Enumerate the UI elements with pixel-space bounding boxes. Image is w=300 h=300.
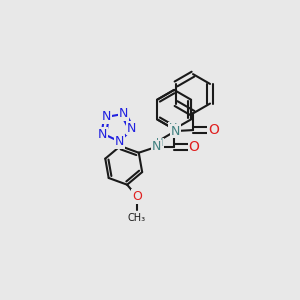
- Text: CH₃: CH₃: [128, 212, 146, 223]
- Text: N: N: [171, 124, 180, 138]
- Text: O: O: [208, 123, 219, 137]
- Text: N: N: [102, 110, 111, 123]
- Text: N: N: [119, 107, 128, 120]
- Text: N: N: [152, 140, 161, 153]
- Text: H: H: [169, 123, 177, 133]
- Text: O: O: [188, 140, 199, 154]
- Text: N: N: [115, 135, 124, 148]
- Text: N: N: [127, 122, 136, 135]
- Text: H: H: [156, 138, 164, 148]
- Text: O: O: [132, 190, 142, 203]
- Text: N: N: [98, 128, 107, 141]
